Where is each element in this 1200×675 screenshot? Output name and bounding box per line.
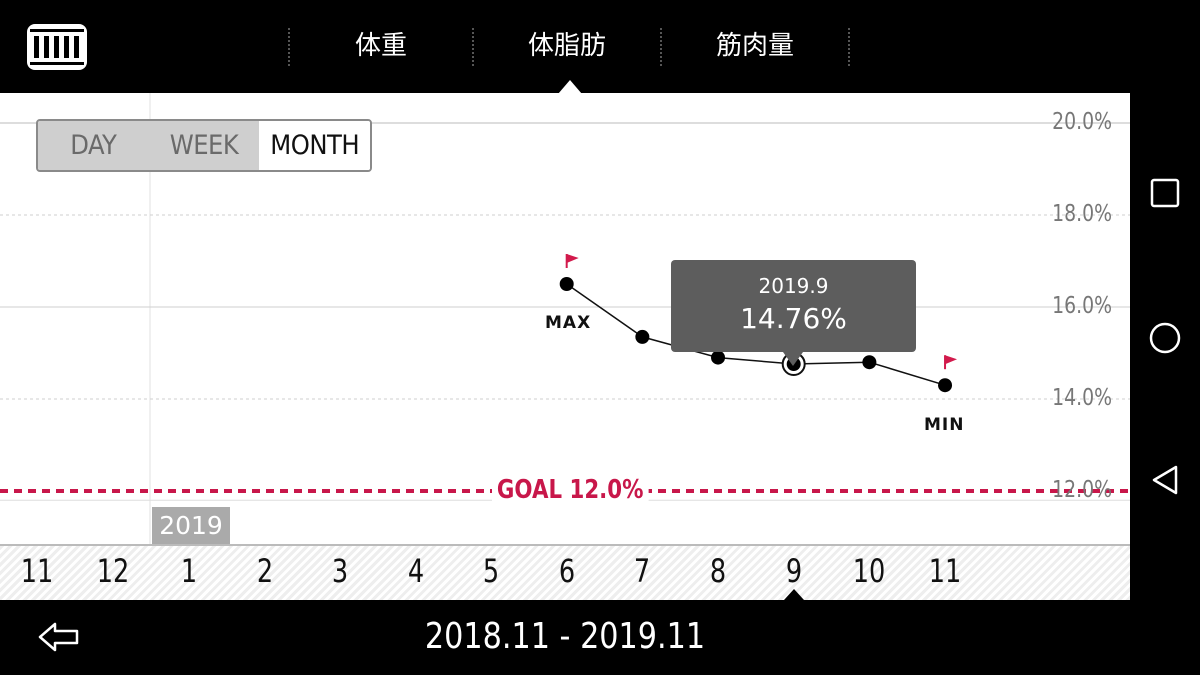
tab-divider xyxy=(660,28,662,66)
tab-divider xyxy=(848,28,850,66)
selected-month-indicator xyxy=(784,589,804,600)
series-line xyxy=(566,283,946,386)
data-point xyxy=(938,378,953,393)
tab-divider xyxy=(472,28,474,66)
triangle-back-icon[interactable] xyxy=(1148,463,1182,497)
month-label[interactable]: 4 xyxy=(407,552,425,590)
y-tick-label: 16.0% xyxy=(1052,293,1112,319)
month-axis[interactable]: 11 12 1 2 3 4 5 6 7 8 9 10 11 xyxy=(0,544,1130,600)
month-label[interactable]: 7 xyxy=(633,552,651,590)
tab-muscle-mass[interactable]: 筋肉量 xyxy=(715,31,794,61)
month-label[interactable]: 3 xyxy=(331,552,349,590)
top-bar: 体重 体脂肪 筋肉量 xyxy=(0,0,1130,94)
tooltip-value: 14.76% xyxy=(740,302,847,335)
y-tick-label: 20.0% xyxy=(1052,109,1112,135)
range-toggle[interactable]: DAY WEEK MONTH xyxy=(36,119,372,172)
max-label: MAX xyxy=(545,313,592,333)
day-toggle[interactable]: DAY xyxy=(38,121,149,170)
month-label[interactable]: 1 xyxy=(180,552,198,590)
tab-body-fat[interactable]: 体脂肪 xyxy=(527,31,606,61)
y-tick-label: 14.0% xyxy=(1052,385,1112,411)
month-label[interactable]: 11 xyxy=(20,552,54,590)
value-tooltip: 2019.9 14.76% xyxy=(671,260,916,366)
min-flag-icon xyxy=(945,355,958,365)
y-tick-label: 12.0% xyxy=(1052,477,1112,503)
back-arrow-icon[interactable] xyxy=(38,620,80,654)
tab-divider xyxy=(288,28,290,66)
data-point xyxy=(559,277,574,291)
bottom-bar: 2018.11 - 2019.11 xyxy=(0,600,1130,675)
month-label[interactable]: 8 xyxy=(709,552,727,590)
y-tick-label: 18.0% xyxy=(1052,201,1112,227)
month-label[interactable]: 2 xyxy=(256,552,274,590)
circle-icon[interactable] xyxy=(1148,321,1182,355)
month-label[interactable]: 10 xyxy=(852,552,886,590)
month-toggle[interactable]: MONTH xyxy=(259,121,370,170)
min-label: MIN xyxy=(924,415,965,435)
month-label[interactable]: 9 xyxy=(785,552,803,590)
month-label[interactable]: 5 xyxy=(482,552,500,590)
square-icon[interactable] xyxy=(1148,176,1182,210)
app-logo-icon[interactable] xyxy=(27,24,87,70)
chart-area[interactable]: DAY WEEK MONTH 20.0% 18.0% 16.0% 14.0% 1… xyxy=(0,93,1130,544)
date-range-label: 2018.11 - 2019.11 xyxy=(424,616,706,657)
year-badge: 2019 xyxy=(152,507,230,544)
week-toggle[interactable]: WEEK xyxy=(148,121,260,170)
month-label[interactable]: 12 xyxy=(96,552,130,590)
max-flag-icon xyxy=(566,254,579,263)
tooltip-date: 2019.9 xyxy=(758,274,829,298)
goal-label: GOAL 12.0% xyxy=(492,475,649,505)
data-point xyxy=(862,355,877,370)
month-label[interactable]: 6 xyxy=(558,552,576,590)
data-point xyxy=(635,329,650,344)
active-tab-indicator xyxy=(558,80,582,94)
data-point xyxy=(711,350,726,365)
month-label[interactable]: 11 xyxy=(928,552,962,590)
system-nav-bar xyxy=(1130,0,1200,675)
tab-weight[interactable]: 体重 xyxy=(354,31,407,61)
